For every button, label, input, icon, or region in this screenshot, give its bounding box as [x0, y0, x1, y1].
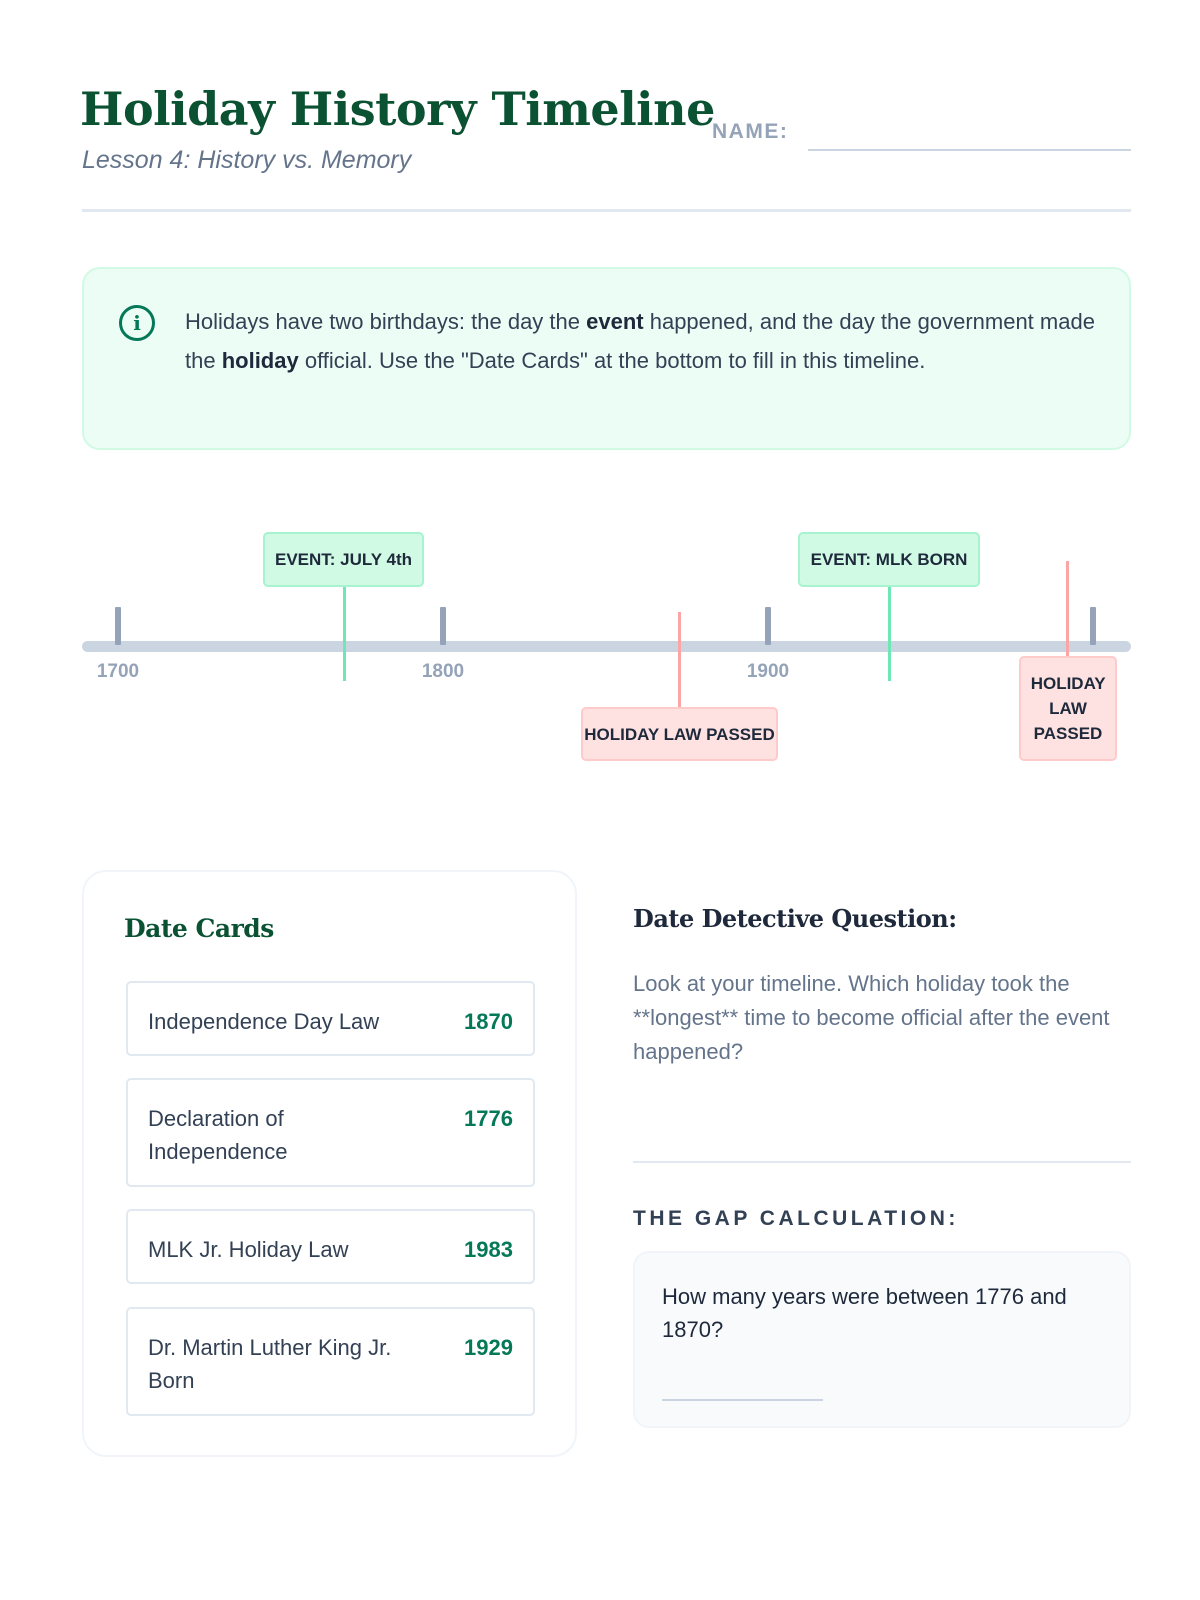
marker-line-mlk-born: [888, 587, 891, 681]
date-card-label: Independence Day Law: [148, 1009, 380, 1034]
page-subtitle: Lesson 4: History vs. Memory: [82, 146, 412, 174]
timeline-tick: [1090, 607, 1096, 645]
marker-law-passed-2: HOLIDAY LAW PASSED: [1019, 656, 1117, 761]
name-label: NAME:: [712, 120, 789, 143]
date-card-year: 1983: [464, 1237, 513, 1262]
tick-label-1800: 1800: [421, 661, 465, 682]
tick-label-1700: 1700: [96, 661, 140, 682]
timeline-tick: [440, 607, 446, 645]
date-cards-title: Date Cards: [124, 914, 274, 943]
answer-line[interactable]: [633, 1161, 1131, 1163]
date-card-year: 1870: [464, 1009, 513, 1034]
date-card-year: 1929: [464, 1335, 513, 1360]
date-card[interactable]: Dr. Martin Luther King Jr. Born 1929: [126, 1307, 535, 1416]
page-title: Holiday History Timeline: [80, 82, 715, 136]
info-circle-icon: i: [119, 305, 155, 341]
timeline-tick: [765, 607, 771, 645]
question-title: Date Detective Question:: [633, 904, 957, 933]
date-card-label: MLK Jr. Holiday Law: [148, 1237, 349, 1262]
tick-label-1900: 1900: [746, 661, 790, 682]
gap-answer-line[interactable]: [662, 1399, 823, 1401]
timeline-tick: [115, 607, 121, 645]
marker-law-passed-1: HOLIDAY LAW PASSED: [581, 707, 778, 761]
marker-event-july4: EVENT: JULY 4th: [263, 532, 424, 587]
date-card-label: Dr. Martin Luther King Jr. Born: [148, 1335, 392, 1393]
header-divider: [82, 209, 1131, 212]
date-card[interactable]: Independence Day Law 1870: [126, 981, 535, 1056]
date-card-year: 1776: [464, 1106, 513, 1131]
info-callout: i Holidays have two birthdays: the day t…: [82, 267, 1131, 450]
gap-calculation-label: THE GAP CALCULATION:: [633, 1207, 959, 1230]
marker-line-law-2: [1066, 561, 1069, 657]
gap-question: How many years were between 1776 and 187…: [662, 1284, 1067, 1342]
timeline-bar: [82, 641, 1131, 652]
gap-calculation-box: How many years were between 1776 and 187…: [633, 1251, 1131, 1428]
marker-line-law-1: [678, 612, 681, 708]
marker-line-july4: [343, 587, 346, 681]
date-cards-panel: [82, 870, 577, 1457]
marker-event-mlk-born: EVENT: MLK BORN: [798, 532, 980, 587]
info-text: Holidays have two birthdays: the day the…: [185, 309, 1095, 373]
question-text: Look at your timeline. Which holiday too…: [633, 971, 1110, 1064]
date-card-label: Declaration of Independence: [148, 1106, 288, 1164]
date-card[interactable]: MLK Jr. Holiday Law 1983: [126, 1209, 535, 1284]
date-card[interactable]: Declaration of Independence 1776: [126, 1078, 535, 1187]
name-input-line[interactable]: [808, 149, 1131, 151]
